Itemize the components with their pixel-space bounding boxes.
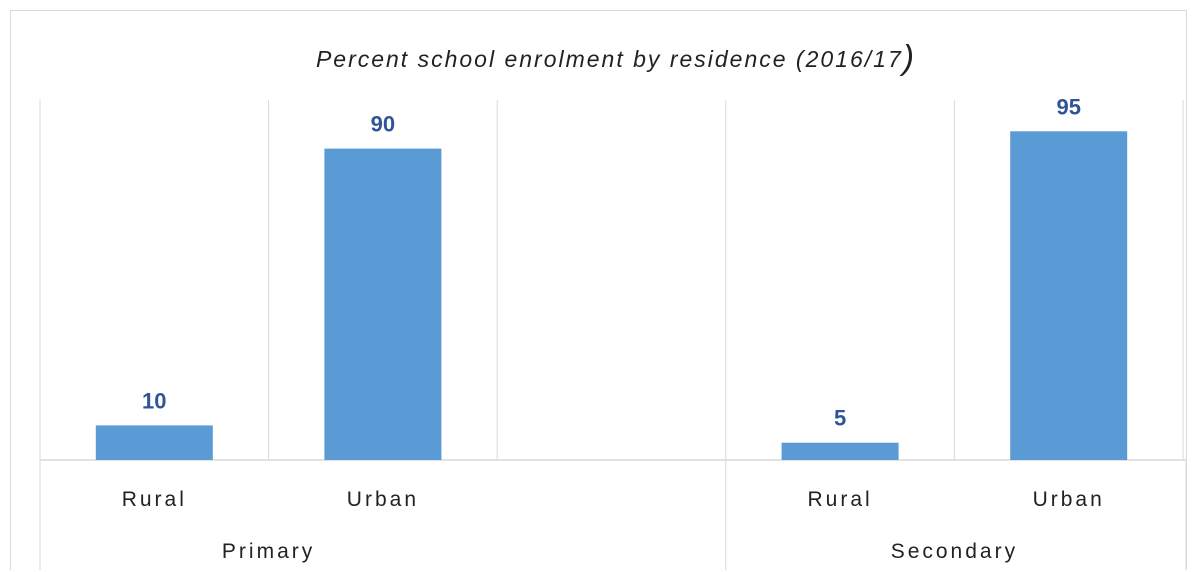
bar-primary-rural	[95, 425, 213, 460]
data-label: 90	[371, 112, 395, 137]
bar-primary-urban	[324, 148, 442, 460]
bar-secondary-urban	[1010, 131, 1128, 461]
category-label: Rural	[122, 488, 187, 511]
group-label: Primary	[222, 540, 315, 563]
category-label: Urban	[1033, 488, 1105, 511]
category-label: Urban	[347, 488, 419, 511]
chart-title: Percent school enrolment by residence (2…	[0, 37, 1199, 77]
data-label: 10	[142, 388, 166, 413]
chart-title-paren: )	[902, 39, 917, 77]
category-label: Rural	[808, 488, 873, 511]
chart-frame	[10, 10, 1187, 570]
group-label: Secondary	[891, 540, 1018, 563]
data-label: 5	[834, 406, 846, 431]
data-label: 95	[1056, 94, 1080, 119]
chart-title-text: Percent school enrolment by residence (2…	[315, 46, 903, 72]
bar-secondary-rural	[781, 442, 899, 460]
